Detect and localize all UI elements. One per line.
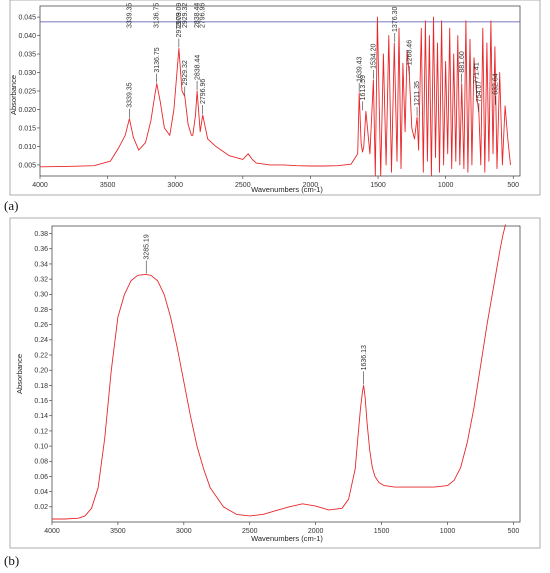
panel-b-y-tick-label: 0.14: [34, 413, 48, 420]
panel-b-y-tick-label: 0.36: [34, 246, 48, 253]
panel-b-y-tick-label: 0.24: [34, 337, 48, 344]
panel-a-peak-label: 1268.46: [407, 40, 414, 65]
panel-a-y-tick-label: 0.040: [18, 33, 36, 40]
panel-b-y-axis-label: Absorbance: [15, 354, 24, 394]
panel-a-y-tick-label: 0.005: [18, 162, 36, 169]
panel-a-top-peak-label: 2838.44: [194, 3, 201, 28]
panel-b-y-tick-label: 0.34: [34, 261, 48, 268]
panel-b-x-axis-label: Wavenumbers (cm-1): [251, 534, 323, 543]
panel-a-top-peak-label: 2929.32: [182, 3, 189, 28]
panel-b-frame: [9, 217, 541, 549]
panel-b-y-tick-label: 0.20: [34, 368, 48, 375]
panel-a-x-axis-label: Wavenumbers (cm-1): [251, 185, 323, 194]
panel-a-peak-label: 1613.59: [360, 75, 367, 100]
panel-b-peak-label: 3285.19: [143, 234, 150, 259]
panel-a-peak-label: 2929.32: [182, 60, 189, 85]
panel-a-x-tick-label: 2500: [235, 182, 251, 189]
panel-a-top-peak-label: 2796.96: [200, 3, 207, 28]
panel-a-peak-label: 1639.43: [356, 56, 363, 81]
panel-a-peak-label: 3339.35: [127, 82, 134, 107]
panel-b-plot-area: [51, 225, 521, 523]
panel-b-x-tick-label: 500: [508, 528, 520, 535]
panel-b-x-tick-label: 2500: [242, 528, 258, 535]
panel-a-spectrum-line: [39, 16, 511, 177]
panel-b-y-tick-label: 0.38: [34, 231, 48, 238]
panel-b-x-tick-label: 1500: [374, 528, 390, 535]
panel-b-y-tick-label: 0.28: [34, 307, 48, 314]
panel-b-x-tick-label: 3000: [176, 528, 192, 535]
panel-a-peak-label: 2796.96: [200, 79, 207, 104]
panel-a-chart: 4000 3500 3000 2500 2000 1500 1000 500 0.005 0.01…: [18, 3, 520, 189]
panel-b-y-tick-label: 0.22: [34, 352, 48, 359]
panel-a-peak-label: 3136.75: [154, 47, 161, 72]
panel-b-y-tick-label: 0.16: [34, 398, 48, 405]
panel-b-y-tick-label: 0.08: [34, 459, 48, 466]
panel-a-y-tick-label: 0.045: [18, 14, 36, 21]
panel-a-label: (a): [4, 198, 19, 213]
panel-a-top-peak-label: 3136.75: [154, 3, 161, 28]
panel-a-peak-label: 1211.35: [414, 81, 421, 106]
panel-b-y-tick-label: 0.10: [34, 444, 48, 451]
panel-a-peak-label: 632.64: [493, 73, 500, 95]
panel-b-spectrum-line: [52, 224, 506, 520]
panel-a-peak-label: 881.60: [459, 51, 466, 73]
panel-b-label: (b): [4, 553, 20, 568]
panel-b-y-tick-label: 0.18: [34, 383, 48, 390]
panel-a-top-peak-label: 3339.35: [126, 3, 133, 28]
panel-a-y-tick-label: 0.010: [18, 144, 36, 151]
panel-a-y-tick-label: 0.035: [18, 51, 36, 58]
panel-a-y-tick-label: 0.015: [18, 125, 36, 132]
panel-b-x-tick-label: 3500: [110, 528, 126, 535]
panel-a-peak-label: 754.07: [476, 81, 483, 103]
panel-b-y-tick-label: 0.12: [34, 428, 48, 435]
panel-b-y-tick-label: 0.02: [34, 504, 48, 511]
panel-a-peak-label: 2973.09: [176, 12, 183, 37]
panel-a-x-tick-label: 500: [507, 182, 519, 189]
panel-a-y-tick-label: 0.030: [18, 70, 36, 77]
panel-a-peak-label: 2838.44: [194, 55, 201, 80]
panel-b-x-tick-label: 2000: [308, 528, 324, 535]
panel-b-chart: 4000 3500 3000 2500 2000 1500 1000 500 0.02 0.04 0…: [34, 224, 520, 535]
panel-b-y-tick-label: 0.06: [34, 474, 48, 481]
panel-a-x-tick-label: 3500: [100, 182, 116, 189]
panel-a-peak-label: 1534.20: [371, 44, 378, 69]
panel-b-x-tick-label: 4000: [44, 528, 60, 535]
panel-b-y-tick-label: 0.26: [34, 322, 48, 329]
panel-a-x-tick-label: 4000: [32, 182, 48, 189]
panel-a-y-tick-label: 0.020: [18, 107, 36, 114]
panel-b-y-tick-label: 0.04: [34, 489, 48, 496]
panel-a-x-tick-label: 1000: [438, 182, 454, 189]
panel-a-y-axis-label: Absorbance: [9, 75, 18, 115]
panel-a-peak-label: 1376.30: [392, 7, 399, 32]
panel-a-top-peak-label: 2973.09: [176, 3, 183, 28]
panel-a-y-tick-label: 0.025: [18, 88, 36, 95]
panel-a-peak-label: 771.41: [474, 62, 481, 84]
panel-a-x-tick-label: 3000: [167, 182, 183, 189]
panel-b-x-tick-label: 1000: [440, 528, 456, 535]
panel-b-y-tick-label: 0.30: [34, 292, 48, 299]
panel-a-x-tick-label: 1500: [370, 182, 386, 189]
panel-b-y-tick-label: 0.32: [34, 277, 48, 284]
panel-b-peak-label: 1636.13: [361, 345, 368, 370]
panel-a-x-tick-label: 2000: [303, 182, 319, 189]
